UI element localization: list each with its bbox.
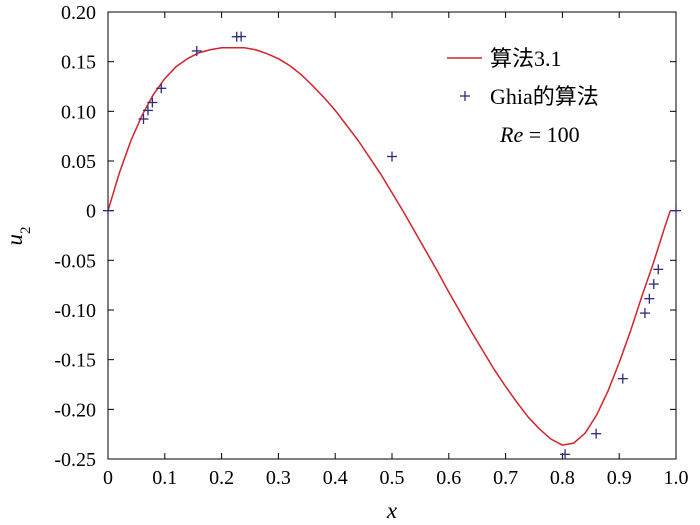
data-point-ghia <box>156 83 167 94</box>
data-point-ghia <box>671 205 681 216</box>
legend-marker-swatch <box>460 91 470 101</box>
data-point-ghia <box>653 264 664 275</box>
data-point-ghia <box>387 151 397 162</box>
series-line-algorithm-3-1 <box>107 47 672 446</box>
x-tick-label: 0.3 <box>266 467 291 489</box>
data-point-ghia <box>639 308 650 319</box>
x-tick-label: 0.4 <box>323 467 348 489</box>
data-point-ghia <box>236 31 247 42</box>
y-tick-label: 0.10 <box>61 101 96 123</box>
y-tick-label: 0.15 <box>61 52 96 74</box>
x-tick-label: 0 <box>103 467 113 489</box>
data-point-ghia <box>591 428 602 439</box>
y-tick-label: -0.10 <box>54 300 96 322</box>
y-tick-label: -0.15 <box>54 350 96 372</box>
legend-marker-label: Ghia的算法 <box>490 84 599 109</box>
plot-frame <box>107 11 677 460</box>
legend: 算法3.1 Ghia的算法 <box>447 46 599 109</box>
y-tick-label: 0.20 <box>61 2 96 24</box>
y-axis-title-text: u2 <box>2 227 34 246</box>
x-tick-label: 0.1 <box>152 467 177 489</box>
legend-line-label: 算法3.1 <box>490 46 562 71</box>
x-tick-label: 0.7 <box>493 467 518 489</box>
reynolds-symbol: Re <box>499 122 523 147</box>
y-tick-label: 0.05 <box>61 151 96 173</box>
ticks <box>107 11 677 460</box>
tick-labels: 0 0.1 0.2 0.3 0.4 0.5 0.6 0.7 0.8 0.9 1.0 0.20 0.15 0… <box>54 2 688 489</box>
y-axis-title-main: u <box>2 234 27 246</box>
x-tick-label: 1.0 <box>664 467 689 489</box>
reynolds-value: = 100 <box>523 122 579 147</box>
data-point-ghia <box>103 205 113 216</box>
data-point-ghia <box>142 105 153 116</box>
x-tick-label: 0.6 <box>436 467 461 489</box>
y-tick-label: -0.25 <box>54 449 96 471</box>
data-point-ghia <box>191 45 202 56</box>
x-tick-label: 0.5 <box>380 467 405 489</box>
data-point-ghia <box>147 97 158 108</box>
y-tick-label: -0.05 <box>54 250 96 272</box>
data-point-ghia <box>560 449 571 460</box>
data-point-ghia <box>138 113 149 124</box>
y-axis-title: u2 <box>2 227 34 246</box>
x-tick-label: 0.8 <box>550 467 575 489</box>
plot-area-border <box>107 11 677 460</box>
x-tick-label: 0.9 <box>607 467 632 489</box>
data-point-ghia <box>617 373 628 384</box>
y-tick-label: 0 <box>86 201 96 223</box>
data-point-ghia <box>644 293 655 304</box>
data-point-ghia <box>648 279 659 290</box>
x-axis-title: x <box>386 498 398 523</box>
series-layer <box>103 31 681 460</box>
y-tick-label: -0.20 <box>54 399 96 421</box>
x-tick-label: 0.2 <box>209 467 234 489</box>
reynolds-annotation: Re = 100 <box>499 122 580 147</box>
y-axis-title-sub: 2 <box>18 227 34 235</box>
